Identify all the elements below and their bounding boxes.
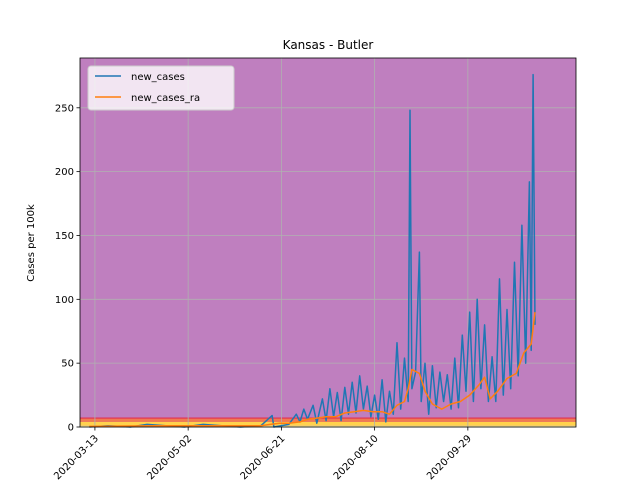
y-tick-label-150: 150 (55, 231, 74, 242)
plot-area (80, 58, 576, 427)
risk-band-0 (80, 425, 576, 427)
axes-frame (79, 57, 577, 428)
y-axis-label: Cases per 100k (26, 204, 37, 282)
risk-bands (80, 417, 576, 427)
y-tick-label-200: 200 (55, 167, 74, 178)
y-tick-label-50: 50 (61, 359, 74, 370)
legend-box (87, 65, 235, 111)
y-tick-label-100: 100 (55, 295, 74, 306)
chart-title: Kansas - Butler (283, 38, 374, 52)
plot-background (80, 58, 576, 427)
legend-label-new-cases: new_cases (131, 72, 185, 83)
series-line-new-cases (89, 73, 536, 428)
risk-band-1 (80, 421, 576, 426)
series-line-new-cases-ra (89, 312, 536, 428)
risk-band-2 (80, 418, 576, 422)
axes (79, 57, 577, 428)
series-layer (89, 73, 536, 428)
y-tick-label-0: 0 (68, 423, 74, 434)
legend-label-new-cases-ra: new_cases_ra (131, 93, 200, 104)
y-tick-label-250: 250 (55, 103, 74, 114)
legend: new_cases new_cases_ra (87, 65, 235, 111)
